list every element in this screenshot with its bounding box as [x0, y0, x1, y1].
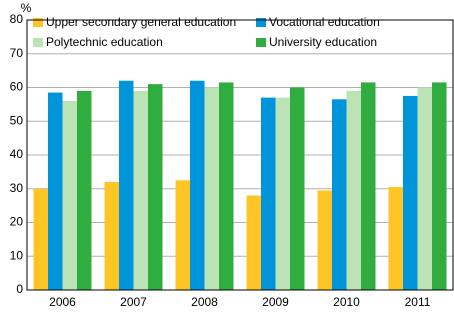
legend-label: University education: [269, 35, 377, 49]
bar: [417, 87, 432, 290]
bar: [175, 180, 190, 290]
y-tick-label: 30: [10, 181, 24, 195]
bar: [332, 99, 347, 290]
y-axis-label: %: [21, 1, 32, 15]
bar: [275, 97, 290, 290]
x-tick-label: 2009: [262, 295, 289, 309]
bar: [246, 195, 261, 290]
bar: [317, 190, 332, 290]
y-tick-label: 70: [10, 46, 24, 60]
bar: [388, 187, 403, 290]
x-tick-label: 2006: [49, 295, 76, 309]
bar: [104, 182, 119, 290]
bar: [346, 90, 361, 290]
legend-label: Polytechnic education: [46, 35, 163, 49]
bar: [33, 188, 48, 290]
bar: [48, 92, 63, 290]
bar: [432, 82, 447, 290]
y-tick-label: 20: [10, 215, 24, 229]
legend-label: Vocational education: [269, 15, 380, 29]
x-tick-label: 2008: [191, 295, 218, 309]
y-tick-label: 60: [10, 80, 24, 94]
bar: [290, 87, 305, 290]
bar: [77, 90, 92, 290]
legend-label: Upper secondary general education: [46, 15, 236, 29]
x-tick-label: 2007: [120, 295, 147, 309]
y-tick-label: 80: [10, 12, 24, 26]
legend-background: [28, 21, 408, 52]
bar: [361, 82, 376, 290]
bar: [261, 97, 276, 290]
x-tick-label: 2010: [333, 295, 360, 309]
bar: [133, 90, 148, 290]
legend-swatch: [33, 38, 43, 47]
legend-swatch: [256, 18, 266, 27]
plot-border: [26, 19, 454, 291]
bar: [403, 95, 418, 290]
bar: [204, 87, 219, 290]
bar: [190, 80, 205, 290]
y-tick-label: 40: [10, 147, 24, 161]
bar: [119, 80, 134, 290]
x-tick-label: 2011: [405, 295, 431, 309]
legend-swatch: [33, 18, 43, 27]
bar: [148, 84, 163, 290]
y-tick-label: 0: [16, 282, 23, 296]
bar: [62, 101, 77, 290]
bar: [219, 82, 234, 290]
y-tick-label: 10: [10, 248, 24, 262]
y-tick-label: 50: [10, 113, 24, 127]
legend-swatch: [256, 38, 266, 47]
